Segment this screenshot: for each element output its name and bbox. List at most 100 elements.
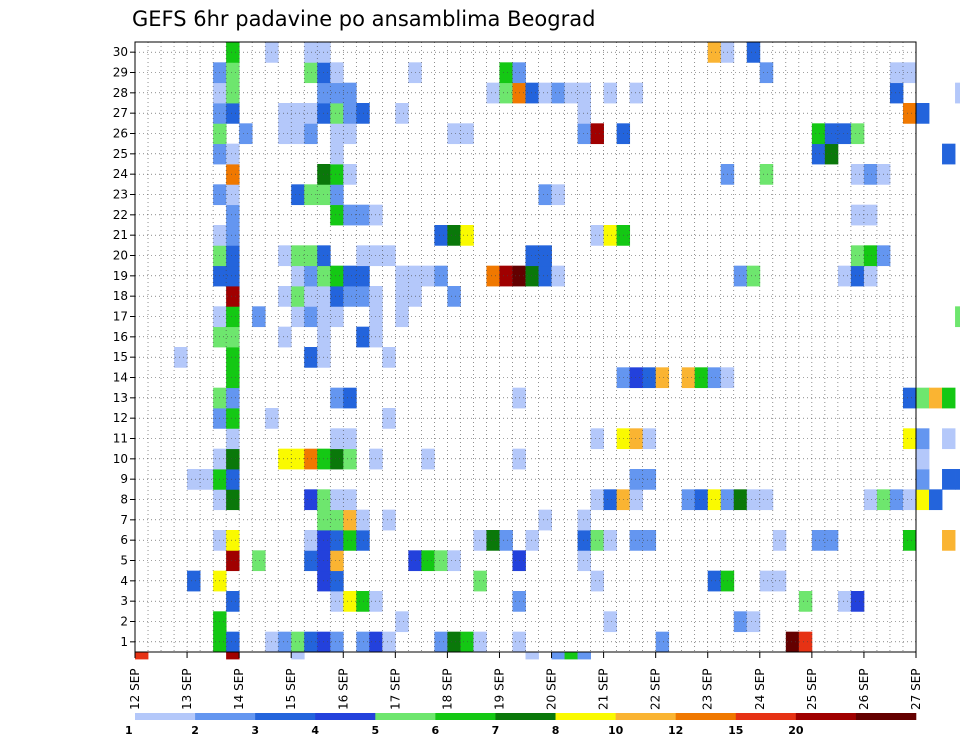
heatmap-cell	[356, 631, 370, 653]
y-tick-label: 12	[113, 411, 128, 425]
heatmap-cell	[759, 62, 774, 84]
y-tick-label: 13	[113, 391, 128, 405]
colorbar-tick-label: 8	[552, 724, 560, 737]
colorbar-swatch	[855, 713, 917, 720]
heatmap-cell	[863, 164, 878, 185]
heatmap-cell	[330, 428, 344, 450]
heatmap-cell	[603, 530, 618, 551]
heatmap-cell	[525, 265, 539, 287]
x-tick-label: 15 SEP	[284, 668, 298, 710]
chart-title: GEFS 6hr padavine po ansamblima Beograd	[132, 7, 595, 31]
heatmap-cell	[902, 530, 917, 551]
colorbar-swatch	[795, 713, 857, 720]
heatmap-cell	[902, 428, 917, 450]
x-tick-label: 21 SEP	[597, 668, 611, 710]
heatmap-cell	[942, 469, 956, 490]
heatmap-cell	[942, 387, 956, 409]
heatmap-cell	[304, 62, 318, 84]
heatmap-cell	[733, 265, 748, 287]
heatmap-cell	[850, 265, 865, 287]
heatmap-cell	[395, 306, 409, 328]
heatmap-cell	[916, 489, 930, 511]
heatmap-cell	[902, 387, 917, 409]
y-tick-label: 29	[113, 66, 128, 80]
y-tick-label: 4	[120, 574, 128, 588]
heatmap-cell	[434, 631, 448, 653]
heatmap-cell	[369, 204, 383, 226]
y-tick-label: 3	[120, 594, 128, 608]
y-tick-label: 1	[120, 635, 128, 649]
heatmap-cell	[447, 225, 461, 246]
colorbar-tick-label: 20	[788, 724, 804, 737]
heatmap-cell	[330, 570, 344, 592]
heatmap-cell	[746, 42, 761, 63]
heatmap-cell	[278, 123, 292, 145]
heatmap-cell	[955, 82, 960, 104]
colorbar-tick-label: 7	[492, 724, 500, 737]
heatmap-cell	[629, 469, 644, 490]
heatmap-cell	[226, 286, 240, 307]
heatmap-cell	[942, 428, 956, 450]
heatmap-cell	[473, 631, 487, 653]
heatmap-cell	[486, 82, 500, 104]
heatmap-cell	[395, 103, 409, 124]
colorbar-swatch	[555, 713, 616, 720]
heatmap-cell	[733, 611, 748, 633]
heatmap-cell	[291, 652, 305, 660]
y-tick-label: 20	[113, 249, 128, 263]
heatmap-cell	[577, 550, 591, 572]
heatmap-cell	[330, 204, 344, 226]
y-axis-ticks: 1234567891011121314151617181920212223242…	[113, 45, 135, 649]
heatmap-cell	[304, 103, 318, 124]
heatmap-cell	[278, 631, 292, 653]
heatmap-cell	[226, 448, 240, 470]
heatmap-cell	[590, 489, 604, 511]
y-tick-label: 8	[120, 493, 128, 507]
heatmap-cell	[538, 245, 552, 267]
heatmap-cell	[577, 652, 591, 660]
heatmap-cell	[955, 306, 960, 328]
y-tick-label: 7	[120, 513, 128, 527]
x-axis-ticks: 12 SEP 13 SEP 14 SEP 15 SEP 16 SEP 17 SEP 18 S…	[128, 652, 923, 710]
heatmap-cell	[304, 347, 318, 368]
heatmap-cell	[226, 591, 240, 612]
heatmap-cell	[681, 489, 696, 511]
colorbar-tick-label: 4	[311, 724, 319, 737]
heatmap-cell	[863, 245, 878, 267]
heatmap-cell	[811, 123, 826, 145]
heatmap-cell	[369, 245, 383, 267]
heatmap-cell	[916, 469, 930, 490]
heatmap-cell	[343, 286, 357, 307]
heatmap-cell	[187, 570, 201, 592]
heatmap-cell	[590, 123, 604, 145]
colorbar: 1 2 3 4 5 6 7 8 10 12 15 20	[125, 713, 917, 737]
heatmap-cell	[226, 143, 240, 165]
heatmap-cell	[330, 62, 344, 84]
heatmap-cell	[655, 367, 670, 389]
heatmap-cell	[850, 245, 865, 267]
heatmap-cell	[291, 245, 305, 267]
heatmap-cell	[746, 489, 761, 511]
heatmap-cell	[278, 103, 292, 124]
heatmap-cell	[955, 469, 960, 490]
heatmap-cell	[642, 428, 657, 450]
heatmap-cell	[746, 265, 761, 287]
colorbar-swatch	[315, 713, 376, 720]
heatmap-cell	[486, 265, 500, 287]
heatmap-cell	[902, 62, 917, 84]
heatmap-cell	[942, 143, 956, 165]
heatmap-cell	[330, 509, 344, 531]
y-tick-label: 18	[113, 289, 128, 303]
heatmap-cell	[916, 103, 930, 124]
colorbar-swatch	[255, 713, 316, 720]
heatmap-cell	[291, 631, 305, 653]
heatmap-cell	[603, 611, 618, 633]
heatmap-cell	[226, 82, 240, 104]
heatmap-cell	[759, 489, 774, 511]
heatmap-cell	[356, 509, 370, 531]
heatmap-cell	[369, 326, 383, 348]
y-tick-label: 19	[113, 269, 128, 283]
heatmap-cell	[135, 652, 149, 660]
heatmap-cell	[226, 408, 240, 429]
colorbar-swatch	[195, 713, 256, 720]
